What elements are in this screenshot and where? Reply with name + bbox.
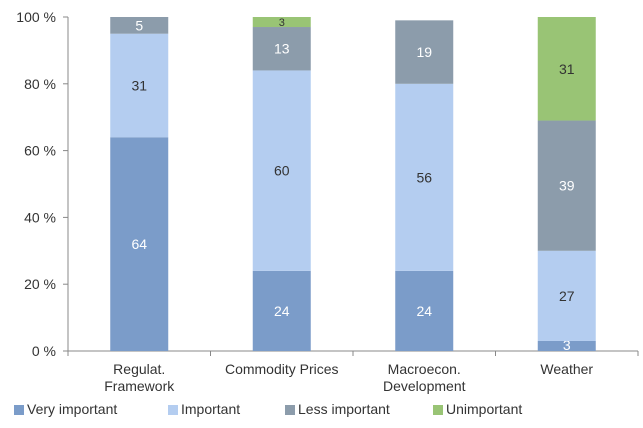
bar-data-label: 24 [274,303,290,319]
bar-data-label: 3 [279,17,285,29]
bar-data-label: 5 [135,17,143,33]
bar-segment [252,270,311,351]
bar-data-label: 39 [559,178,575,194]
bar-segment [537,120,596,251]
bar-data-label: 31 [559,61,575,77]
x-category-label: Commodity Prices [225,361,339,377]
bar-segment [110,137,169,351]
bar-segment [252,17,311,28]
bar-data-label: 60 [274,163,290,179]
bar-data-label: 31 [131,77,147,93]
x-category-label: Weather [540,361,593,377]
bar-data-label: 13 [274,41,290,57]
y-tick-label: 100 % [16,9,56,25]
chart-axes: 0 % 20 % 40 % 60 % 80 % 100 % Regulat. Framewor… [16,9,639,394]
y-tick-label: 40 % [24,209,56,225]
bar-segment [252,27,311,71]
y-tick-label: 20 % [24,276,56,292]
legend-swatch [14,405,24,415]
bar-segment [537,340,596,351]
legend-swatch [168,405,178,415]
bar-data-label: 24 [416,303,432,319]
legend-label: Important [181,401,240,417]
bar-data-label: 56 [416,169,432,185]
x-category-label: Macroecon. Development [383,361,466,394]
bar-data-label: 27 [559,288,575,304]
y-tick-label: 80 % [24,76,56,92]
bar-segment [537,17,596,121]
bar-segment [395,270,454,351]
y-tick-label: 0 % [32,343,56,359]
legend-swatch [285,405,295,415]
chart-bars: 64 31 5 24 60 13 3 24 56 19 3 27 39 31 [110,17,596,353]
chart-legend: Very important Important Less important Uni… [14,401,522,417]
legend-label: Very important [27,401,117,417]
bar-segment [110,17,169,34]
bar-segment [110,33,169,138]
bar-data-label: 19 [416,44,432,60]
legend-label: Less important [298,401,390,417]
bar-data-label: 3 [563,337,571,353]
y-tick-label: 60 % [24,143,56,159]
bar-data-label: 64 [131,236,147,252]
bar-segment [537,250,596,341]
bar-segment [395,83,454,271]
x-category-label: Regulat. Framework [104,361,175,394]
legend-swatch [433,405,443,415]
legend-label: Unimportant [446,401,522,417]
bar-segment [252,70,311,271]
bar-segment [395,20,454,84]
